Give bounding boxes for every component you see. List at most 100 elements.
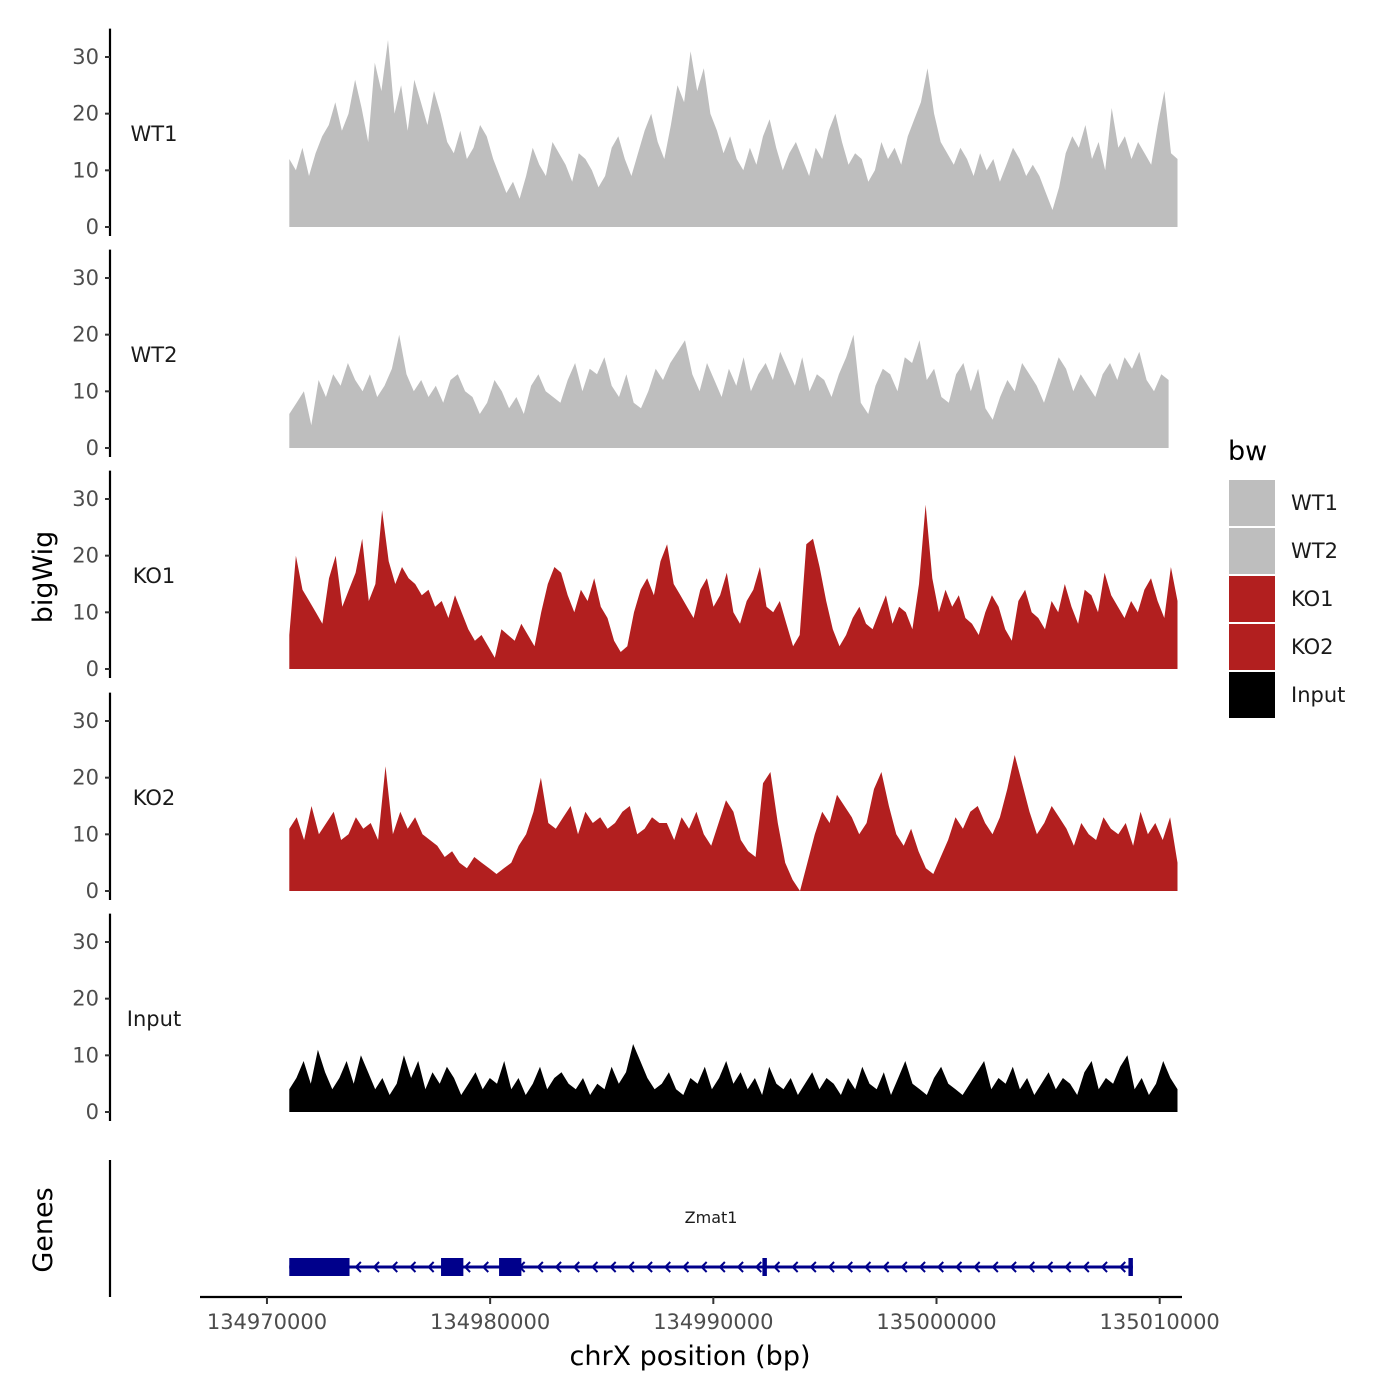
- gene-exon: [289, 1258, 350, 1276]
- legend-swatch: [1229, 528, 1275, 574]
- legend-item-input: Input: [1229, 672, 1345, 718]
- y-tick-label: 10: [72, 379, 99, 403]
- x-tick-label: 135010000: [1100, 1310, 1220, 1334]
- strand-arrow: [991, 1261, 999, 1273]
- x-axis-title: chrX position (bp): [569, 1341, 810, 1372]
- legend: bw WT1 WT2 KO1 KO2 Input: [1228, 436, 1345, 718]
- track-label: KO2: [133, 786, 176, 810]
- strand-arrow: [827, 1261, 835, 1273]
- strand-arrow: [1046, 1261, 1054, 1273]
- x-tick-label: 134970000: [207, 1310, 327, 1334]
- strand-arrow: [700, 1261, 708, 1273]
- legend-label: Input: [1291, 683, 1345, 707]
- gene-exon: [762, 1258, 767, 1276]
- strand-arrow: [409, 1261, 417, 1273]
- y-tick-label: 20: [72, 323, 99, 347]
- y-tick-label: 20: [72, 544, 99, 568]
- strand-arrow: [645, 1261, 653, 1273]
- strand-arrow: [609, 1261, 617, 1273]
- legend-label: KO1: [1291, 587, 1334, 611]
- area-wt1: [289, 40, 1178, 227]
- strand-arrow: [536, 1261, 544, 1273]
- track-wt1: 0 10 20 30 WT1: [72, 28, 1178, 239]
- y-tick-label: 30: [72, 930, 99, 954]
- strand-arrow: [354, 1261, 362, 1273]
- gene-exon: [1128, 1258, 1133, 1276]
- strand-arrow: [973, 1261, 981, 1273]
- y-tick-label: 10: [72, 822, 99, 846]
- strand-arrow: [1009, 1261, 1017, 1273]
- y-tick-label: 0: [86, 215, 99, 239]
- strand-arrow: [627, 1261, 635, 1273]
- strand-arrow: [463, 1261, 471, 1273]
- strand-arrow: [773, 1261, 781, 1273]
- strand-arrow: [554, 1261, 562, 1273]
- y-tick-label: 30: [72, 709, 99, 733]
- strand-arrow: [1118, 1261, 1126, 1273]
- strand-arrow: [572, 1261, 580, 1273]
- strand-arrow: [845, 1261, 853, 1273]
- genes-layer: Zmat1: [108, 1160, 1133, 1297]
- y-tick-label: 0: [86, 1100, 99, 1124]
- track-ko1: 0 10 20 30 KO1: [72, 470, 1178, 681]
- area-wt2: [289, 334, 1169, 448]
- strand-arrow: [427, 1261, 435, 1273]
- strand-arrow: [754, 1261, 762, 1273]
- gene-label: Zmat1: [685, 1208, 738, 1227]
- genes-axis-title: Genes: [28, 1187, 59, 1272]
- area-input: [289, 1044, 1178, 1112]
- y-tick-label: 20: [72, 102, 99, 126]
- y-tick-label: 0: [86, 879, 99, 903]
- strand-arrow: [481, 1261, 489, 1273]
- gene-exon: [499, 1258, 522, 1276]
- strand-arrow: [682, 1261, 690, 1273]
- legend-title: bw: [1228, 436, 1267, 467]
- tracks-layer: 0 10 20 30 WT1 0 10 20 30 WT2 0 10 20 30 KO1 0 10 20 30 KO2…: [72, 28, 1178, 1124]
- y-axis-title: bigWig: [28, 531, 59, 624]
- area-ko1: [289, 504, 1178, 669]
- x-axis: 134970000 134980000 134990000 135000000 1350…: [200, 1295, 1220, 1334]
- strand-arrow: [718, 1261, 726, 1273]
- x-tick-label: 134990000: [653, 1310, 773, 1334]
- y-tick-label: 30: [72, 487, 99, 511]
- y-tick-label: 0: [86, 657, 99, 681]
- strand-arrow: [882, 1261, 890, 1273]
- legend-item-wt1: WT1: [1229, 480, 1338, 526]
- y-tick-label: 20: [72, 987, 99, 1011]
- strand-arrow: [1027, 1261, 1035, 1273]
- legend-label: KO2: [1291, 635, 1334, 659]
- track-label: KO1: [133, 564, 176, 588]
- strand-arrow: [955, 1261, 963, 1273]
- strand-arrow: [900, 1261, 908, 1273]
- track-label: Input: [127, 1007, 181, 1031]
- strand-arrow: [1064, 1261, 1072, 1273]
- track-wt2: 0 10 20 30 WT2: [72, 249, 1169, 460]
- legend-item-ko1: KO1: [1229, 576, 1334, 622]
- strand-arrow: [736, 1261, 744, 1273]
- track-ko2: 0 10 20 30 KO2: [72, 692, 1178, 903]
- y-tick-label: 30: [72, 266, 99, 290]
- legend-label: WT2: [1291, 539, 1338, 563]
- legend-swatch: [1229, 672, 1275, 718]
- track-label: WT1: [131, 122, 178, 146]
- strand-arrow: [663, 1261, 671, 1273]
- x-tick-label: 134980000: [430, 1310, 550, 1334]
- strand-arrow: [864, 1261, 872, 1273]
- legend-item-ko2: KO2: [1229, 624, 1334, 670]
- y-tick-label: 10: [72, 600, 99, 624]
- strand-arrow: [791, 1261, 799, 1273]
- strand-arrow: [1100, 1261, 1108, 1273]
- strand-arrow: [936, 1261, 944, 1273]
- y-tick-label: 10: [72, 1043, 99, 1067]
- strand-arrow: [809, 1261, 817, 1273]
- legend-swatch: [1229, 576, 1275, 622]
- legend-swatch: [1229, 624, 1275, 670]
- strand-arrow: [390, 1261, 398, 1273]
- strand-arrow: [591, 1261, 599, 1273]
- legend-swatch: [1229, 480, 1275, 526]
- gene-exon: [441, 1258, 464, 1276]
- legend-item-wt2: WT2: [1229, 528, 1338, 574]
- strand-arrow: [1082, 1261, 1090, 1273]
- y-tick-label: 30: [72, 45, 99, 69]
